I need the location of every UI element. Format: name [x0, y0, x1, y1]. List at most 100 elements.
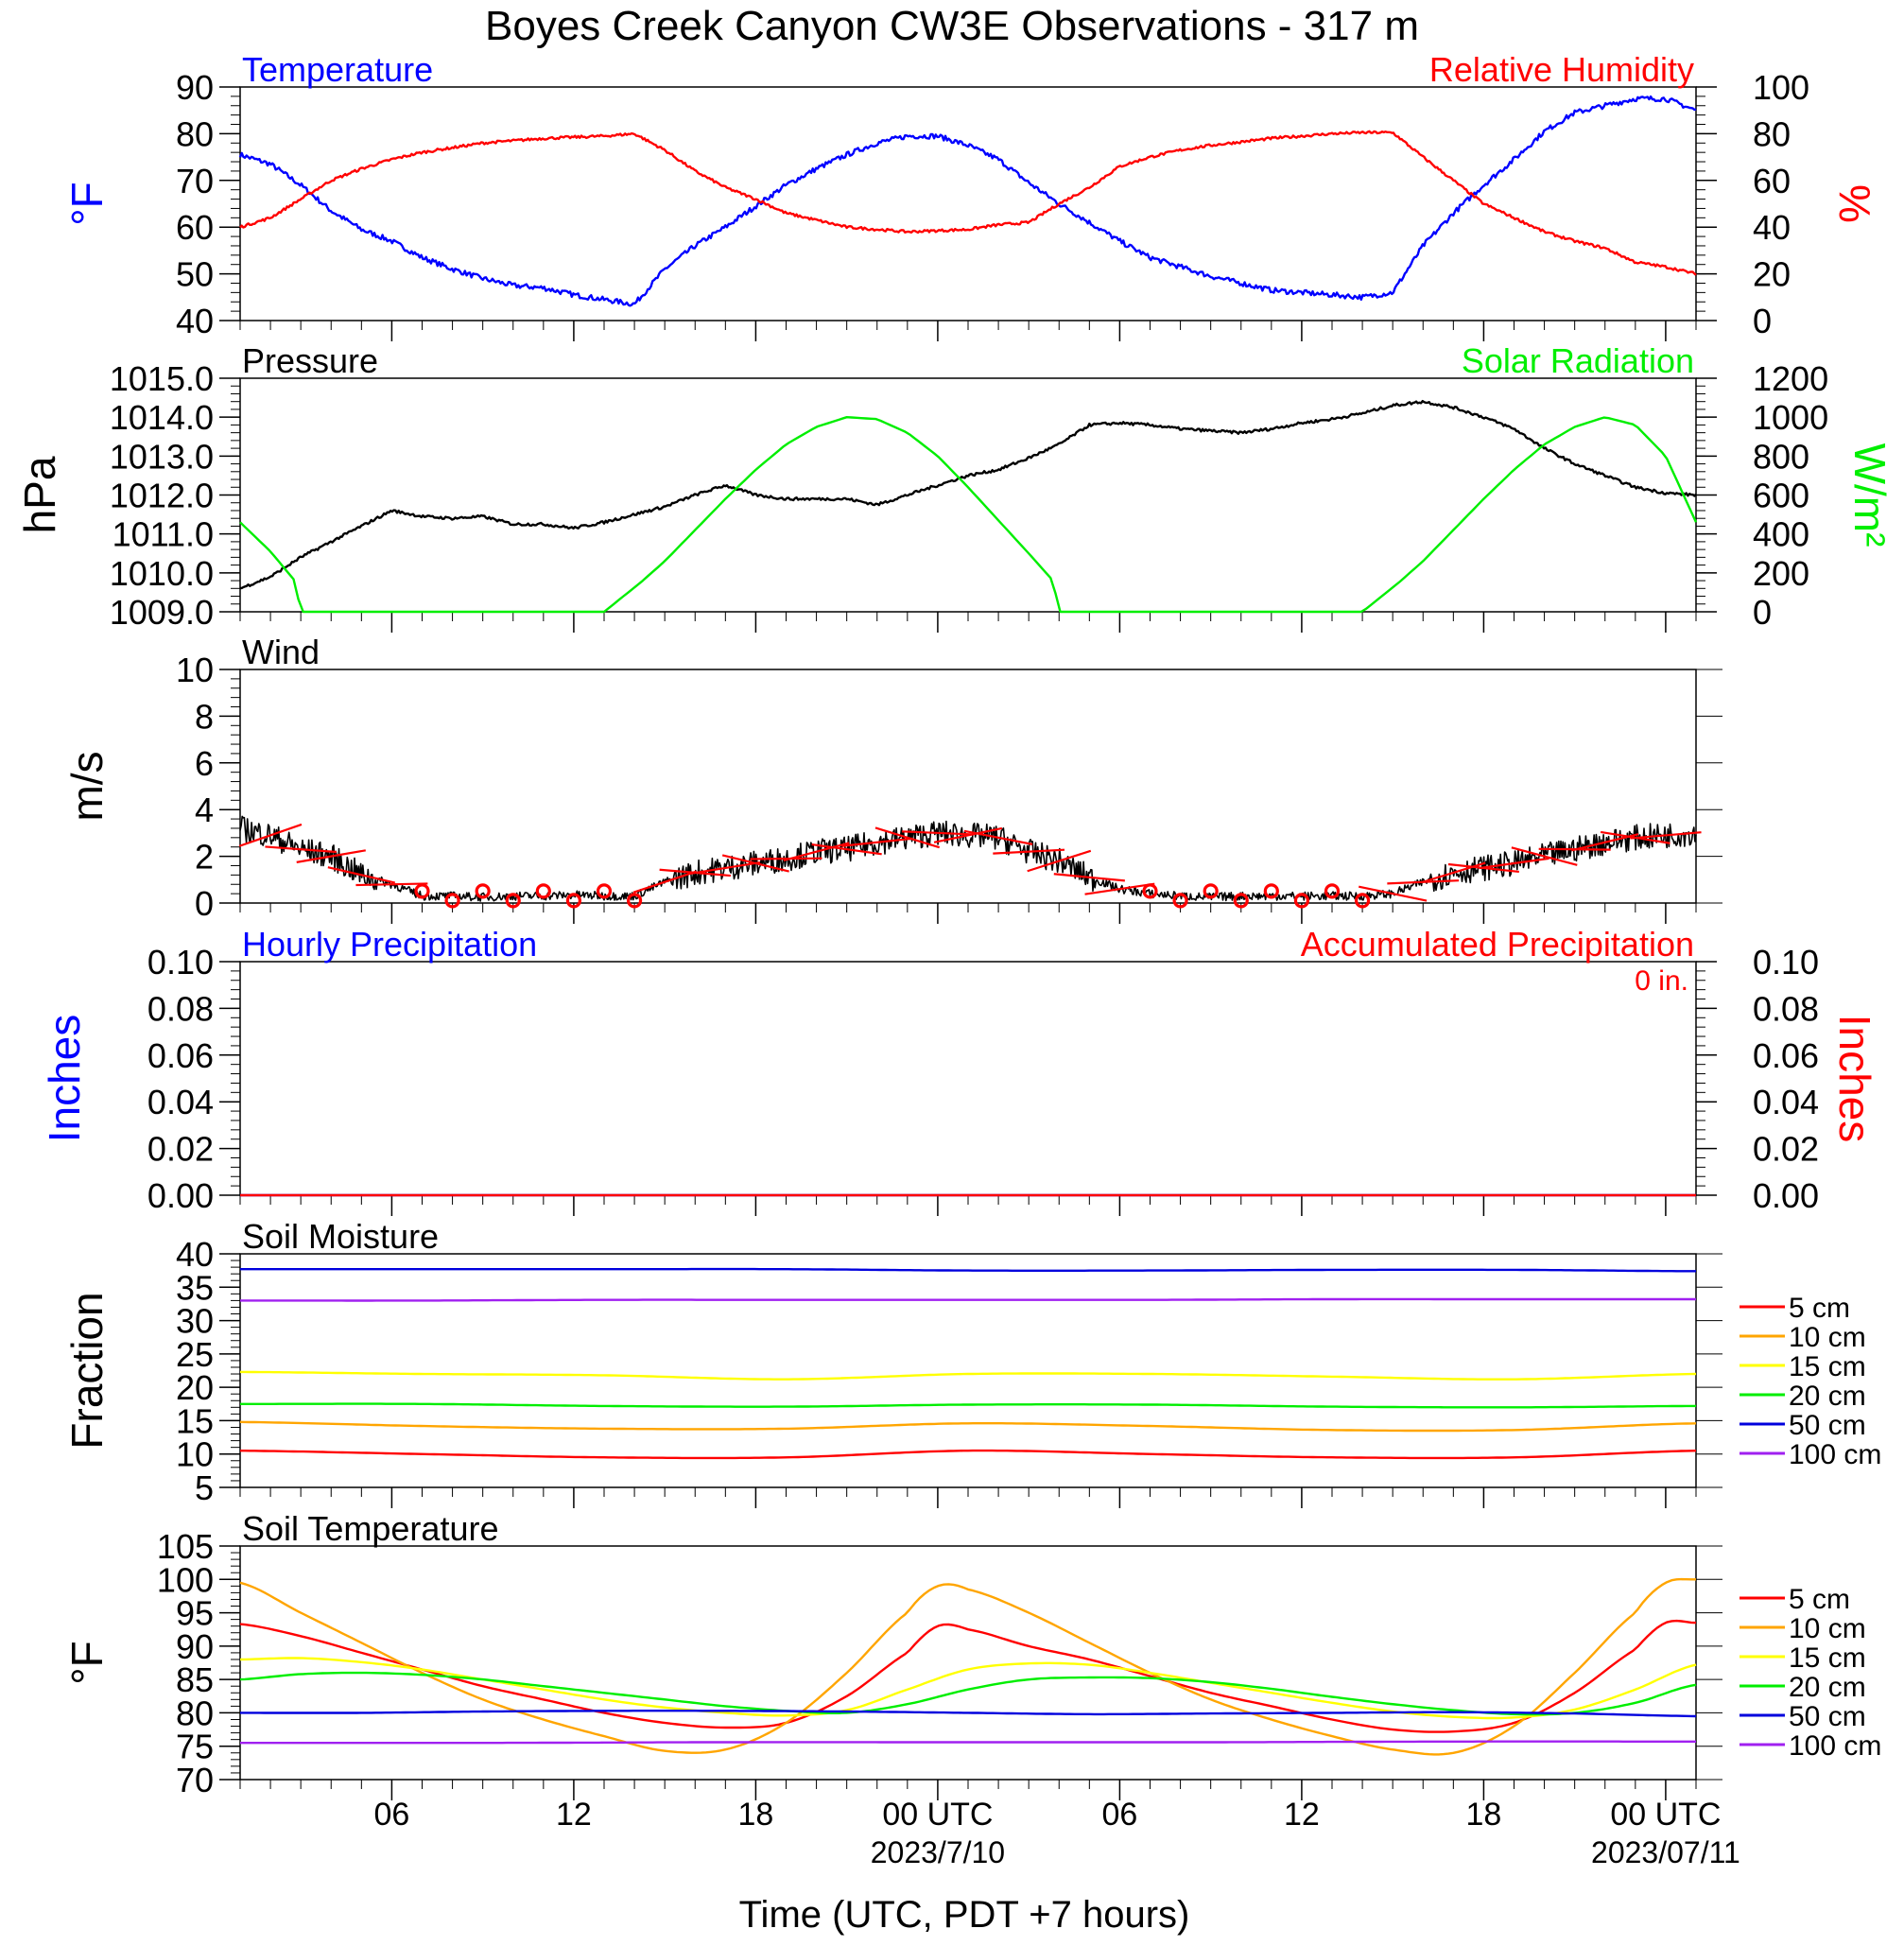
wind-barb	[901, 830, 974, 836]
calm-marker	[414, 883, 430, 899]
wind-barb	[1084, 882, 1155, 895]
ytick-label-left: 1011.0	[113, 515, 214, 554]
ylabel-right: W/m²	[1845, 443, 1895, 547]
calm-marker	[596, 883, 613, 899]
calm-marker	[1263, 883, 1279, 899]
panel-title-left: Pressure	[242, 341, 378, 380]
wind-barb	[1479, 857, 1549, 870]
legend-label: 15 cm	[1789, 1642, 1866, 1674]
ytick-label-left: 1010.0	[110, 554, 214, 593]
series-line-1	[239, 1420, 1697, 1433]
xtick-date: 2023/07/11	[1591, 1835, 1740, 1869]
panel-wind: Wind 0 2 4 6 8 10 m/s	[62, 633, 1722, 924]
calm-marker	[535, 883, 551, 899]
ytick-label-left: 35	[176, 1268, 214, 1307]
x-axis-label: Time (UTC, PDT +7 hours)	[739, 1894, 1190, 1936]
calm-marker	[475, 883, 491, 899]
legend-label: 20 cm	[1789, 1381, 1866, 1412]
legend-label: 50 cm	[1789, 1410, 1866, 1441]
ytick-label-left: 0	[195, 884, 214, 923]
ytick-label-left: 8	[195, 697, 214, 736]
ytick-label-left: 40	[176, 302, 214, 340]
calm-marker	[444, 893, 460, 909]
legend-label: 100 cm	[1789, 1439, 1881, 1470]
ytick-label-right: 0.00	[1753, 1176, 1819, 1215]
calm-marker	[1354, 893, 1371, 909]
panel-title-left: Temperature	[242, 50, 433, 89]
xtick-label: 12	[556, 1797, 592, 1833]
ytick-label-left: 1015.0	[110, 359, 214, 398]
ytick-label-left: 85	[176, 1660, 214, 1699]
series-line-2	[239, 1657, 1697, 1720]
wind-barb	[632, 870, 697, 894]
ytick-label-right: 0.02	[1753, 1130, 1819, 1169]
legend-label: 10 cm	[1789, 1322, 1866, 1353]
wind-barb	[1359, 885, 1428, 902]
ytick-label-right: 0.10	[1753, 943, 1819, 982]
ytick-label-right: 80	[1753, 114, 1791, 153]
ytick-label-left: 4	[195, 791, 214, 829]
calm-marker	[1324, 883, 1341, 899]
series-line-5	[240, 1740, 1696, 1745]
ytick-label-right: 200	[1753, 554, 1809, 593]
wind-barb	[993, 848, 1065, 855]
ytick-label-left: 0.08	[147, 989, 214, 1028]
ytick-label-right: 600	[1753, 477, 1809, 515]
ytick-label-right: 0.06	[1753, 1036, 1819, 1075]
wind-barb	[265, 845, 337, 854]
ytick-label-left: 75	[176, 1728, 214, 1766]
ytick-label-left: 15	[176, 1401, 214, 1440]
ytick-label-right: 40	[1753, 208, 1791, 247]
series-line-1	[239, 1577, 1696, 1756]
calm-marker	[505, 893, 521, 909]
ytick-label-left: 80	[176, 1694, 214, 1732]
precip-annotation: 0 in.	[1635, 965, 1688, 997]
xtick-label: 18	[1466, 1797, 1502, 1833]
plot-frame	[239, 86, 1697, 321]
ytick-label-left: 0.00	[147, 1176, 214, 1215]
panel-title-right: Solar Radiation	[1462, 341, 1694, 380]
ytick-label-left: 0.06	[147, 1036, 214, 1075]
xtick-label: 00 UTC	[1610, 1797, 1721, 1833]
ytick-label-right: 0	[1753, 302, 1772, 340]
calm-marker	[626, 893, 643, 909]
wind-barb	[841, 837, 913, 847]
ytick-label-left: 6	[195, 744, 214, 783]
ylabel-left: °F	[62, 1641, 112, 1685]
xtick-date: 2023/7/10	[871, 1835, 1005, 1869]
ytick-label-left: 40	[176, 1235, 214, 1274]
series-line-4	[240, 1267, 1696, 1273]
series-line-1	[239, 130, 1697, 276]
panel-precip: Hourly Precipitation Accumulated Precipit…	[40, 925, 1879, 1216]
ytick-label-left: 60	[176, 208, 214, 247]
legend-label: 20 cm	[1789, 1672, 1866, 1703]
ytick-label-right: 0	[1753, 593, 1772, 632]
legend-label: 5 cm	[1789, 1584, 1850, 1615]
ytick-label-left: 1012.0	[110, 477, 214, 515]
wind-barb	[750, 857, 822, 860]
xtick-label: 06	[1102, 1797, 1138, 1833]
ylabel-left: hPa	[15, 456, 64, 533]
ytick-label-left: 90	[176, 1627, 214, 1666]
ytick-label-left: 70	[176, 1761, 214, 1799]
ytick-label-right: 400	[1753, 515, 1809, 554]
calm-marker	[1203, 883, 1219, 899]
ytick-label-left: 80	[176, 114, 214, 153]
ytick-label-left: 1009.0	[110, 593, 214, 632]
series-line-3	[239, 1671, 1697, 1716]
legend-label: 15 cm	[1789, 1351, 1866, 1382]
panel-title-left: Soil Temperature	[242, 1509, 498, 1548]
figure-title: Boyes Creek Canyon CW3E Observations - 3…	[485, 3, 1419, 49]
calm-marker	[1172, 893, 1188, 909]
legend-label: 50 cm	[1789, 1701, 1866, 1732]
ytick-label-right: 20	[1753, 255, 1791, 294]
ytick-label-right: 1200	[1753, 359, 1828, 398]
ytick-label-left: 10	[176, 651, 214, 689]
ylabel-right: Inches	[1830, 1015, 1879, 1143]
ytick-label-right: 1000	[1753, 398, 1828, 437]
legend-label: 100 cm	[1789, 1730, 1881, 1762]
xtick-label: 12	[1284, 1797, 1320, 1833]
